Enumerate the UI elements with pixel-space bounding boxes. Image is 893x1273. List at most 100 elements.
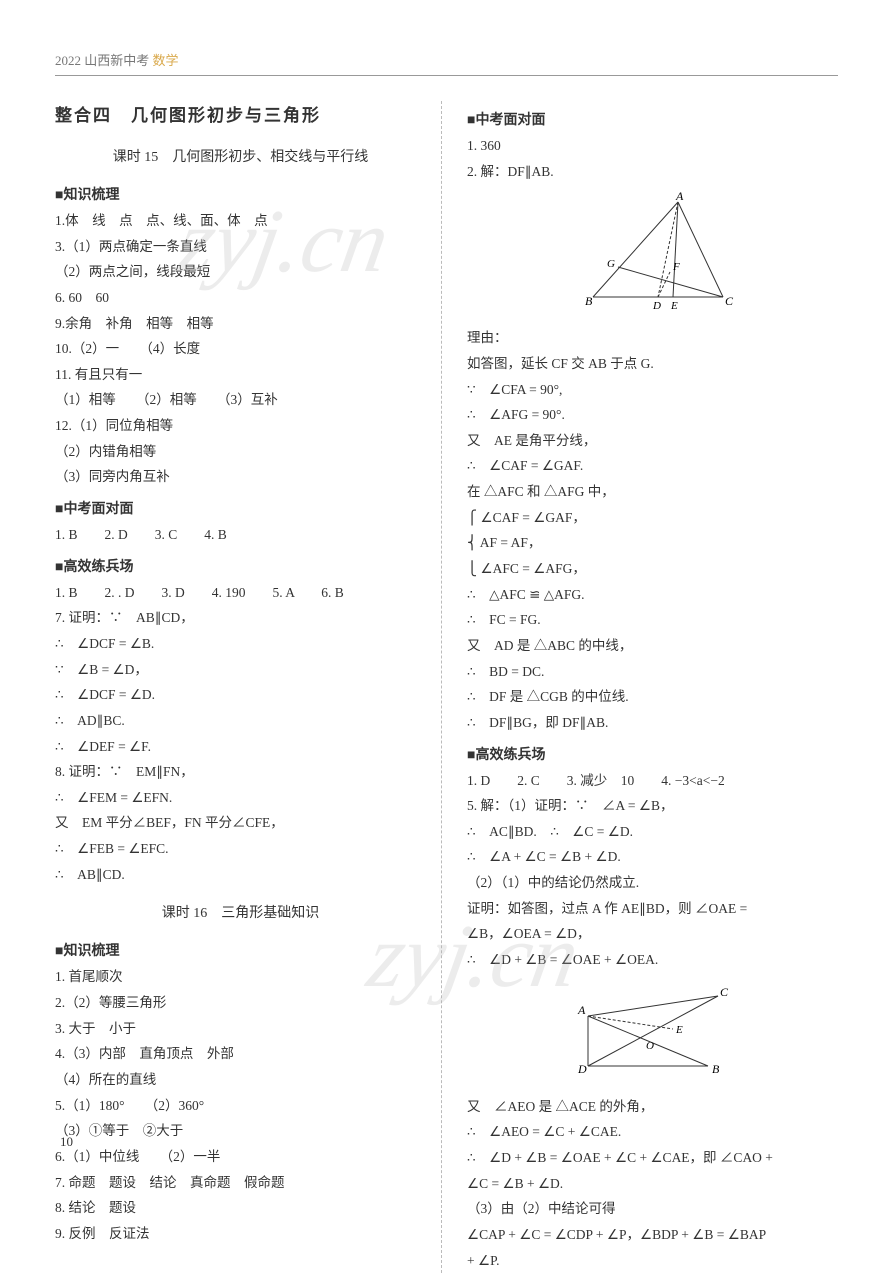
svg-text:B: B	[585, 294, 593, 308]
text-line: （3）同旁内角互补	[55, 464, 426, 490]
block-title: ■中考面对面	[55, 498, 426, 518]
text-line: （1）相等 （2）相等 （3）互补	[55, 387, 426, 413]
text-line: （3）由（2）中结论可得	[467, 1196, 838, 1222]
text-line: ∴ BD = DC.	[467, 659, 838, 685]
text-line: 5. 解：（1）证明：∵ ∠A = ∠B，	[467, 793, 838, 819]
block-title: ■高效练兵场	[55, 556, 426, 576]
header-year: 2022	[55, 53, 81, 68]
text-line: ∵ ∠CFA = 90°,	[467, 377, 838, 403]
text-line: ⎧ ∠CAF = ∠GAF，	[467, 505, 838, 531]
text-line: ∠B，∠OEA = ∠D，	[467, 921, 838, 947]
text-line: ∴ DF∥BG，即 DF∥AB.	[467, 710, 838, 736]
block-title: ■高效练兵场	[467, 744, 838, 764]
page-number: 10	[60, 1134, 73, 1150]
svg-text:O: O	[646, 1040, 654, 1052]
text-line: ∴ AD∥BC.	[55, 708, 426, 734]
text-line: ∠C = ∠B + ∠D.	[467, 1171, 838, 1197]
text-line: 7. 证明：∵ AB∥CD，	[55, 605, 426, 631]
svg-text:C: C	[720, 985, 729, 999]
text-line: （2）两点之间，线段最短	[55, 259, 426, 285]
text-line: 又 AD 是 △ABC 的中线，	[467, 633, 838, 659]
text-line: ∴ ∠FEM = ∠EFN.	[55, 785, 426, 811]
text-line: （2）内错角相等	[55, 439, 426, 465]
text-line: ∠CAP + ∠C = ∠CDP + ∠P，∠BDP + ∠B = ∠BAP	[467, 1222, 838, 1248]
text-line: 1.体 线 点 点、线、面、体 点	[55, 208, 426, 234]
text-line: 在 △AFC 和 △AFG 中，	[467, 479, 838, 505]
triangle-diagram-2: A B C D E O	[467, 981, 838, 1086]
triangle-diagram-1: A B C D E F G	[467, 192, 838, 317]
header-title: 山西新中考	[84, 53, 149, 68]
svg-text:E: E	[670, 300, 678, 312]
text-line: 3.（1）两点确定一条直线	[55, 234, 426, 260]
text-line: 10.（2）一 （4）长度	[55, 336, 426, 362]
text-line: （2）（1）中的结论仍然成立.	[467, 870, 838, 896]
text-line: 12.（1）同位角相等	[55, 413, 426, 439]
text-line: （3）①等于 ②大于	[55, 1118, 426, 1144]
text-line: 8. 结论 题设	[55, 1195, 426, 1221]
text-line: ∴ ∠AFG = 90°.	[467, 402, 838, 428]
text-line: 7. 命题 题设 结论 真命题 假命题	[55, 1170, 426, 1196]
text-line: 9. 反例 反证法	[55, 1221, 426, 1247]
text-line: 又 AE 是角平分线，	[467, 428, 838, 454]
text-line: 又 ∠AEO 是 △ACE 的外角，	[467, 1094, 838, 1120]
svg-text:F: F	[672, 261, 680, 273]
text-line: 如答图，延长 CF 交 AB 于点 G.	[467, 351, 838, 377]
block-title: ■知识梳理	[55, 940, 426, 960]
text-line: 9.余角 补角 相等 相等	[55, 311, 426, 337]
text-line: ∴ AC∥BD. ∴ ∠C = ∠D.	[467, 819, 838, 845]
section-title: 整合四 几何图形初步与三角形	[55, 101, 426, 126]
page-header: 2022 山西新中考 数学	[55, 50, 838, 76]
block-title: ■知识梳理	[55, 184, 426, 204]
svg-text:A: A	[675, 192, 684, 203]
text-line: ∴ ∠D + ∠B = ∠OAE + ∠OEA.	[467, 947, 838, 973]
svg-text:D: D	[577, 1062, 587, 1076]
lesson-title-15: 课时 15 几何图形初步、相交线与平行线	[55, 146, 426, 166]
header-subject: 数学	[153, 53, 179, 68]
text-line: 8. 证明：∵ EM∥FN，	[55, 759, 426, 785]
text-line: ∴ ∠AEO = ∠C + ∠CAE.	[467, 1119, 838, 1145]
text-line: 2.（2）等腰三角形	[55, 990, 426, 1016]
left-column: 整合四 几何图形初步与三角形 课时 15 几何图形初步、相交线与平行线 ■知识梳…	[55, 101, 442, 1273]
text-line: 3. 大于 小于	[55, 1016, 426, 1042]
text-line: 4.（3）内部 直角顶点 外部	[55, 1041, 426, 1067]
text-line: ∴ FC = FG.	[467, 607, 838, 633]
text-line: （4）所在的直线	[55, 1067, 426, 1093]
text-line: 又 EM 平分∠BEF，FN 平分∠CFE，	[55, 810, 426, 836]
text-line: 2. 解：DF∥AB.	[467, 159, 838, 185]
text-line: ∴ DF 是 △CGB 的中位线.	[467, 684, 838, 710]
text-line: ∴ △AFC ≌ △AFG.	[467, 582, 838, 608]
text-line: ∵ ∠B = ∠D，	[55, 657, 426, 683]
text-line: ∴ ∠A + ∠C = ∠B + ∠D.	[467, 844, 838, 870]
svg-text:C: C	[725, 294, 734, 308]
svg-text:E: E	[675, 1024, 683, 1036]
text-line: 理由：	[467, 325, 838, 351]
text-line: ∴ AB∥CD.	[55, 862, 426, 888]
content-columns: 整合四 几何图形初步与三角形 课时 15 几何图形初步、相交线与平行线 ■知识梳…	[55, 101, 838, 1273]
text-line: 11. 有且只有一	[55, 362, 426, 388]
text-line: 1. 360	[467, 133, 838, 159]
right-column: ■中考面对面 1. 360 2. 解：DF∥AB. A B C D E F G …	[462, 101, 838, 1273]
svg-text:B: B	[712, 1062, 720, 1076]
text-line: 证明：如答图，过点 A 作 AE∥BD，则 ∠OAE =	[467, 896, 838, 922]
text-line: ∴ ∠CAF = ∠GAF.	[467, 453, 838, 479]
text-line: ∴ ∠DCF = ∠B.	[55, 631, 426, 657]
text-line: ∴ ∠DEF = ∠F.	[55, 734, 426, 760]
text-line: + ∠P.	[467, 1248, 838, 1273]
text-line: 5.（1）180° （2）360°	[55, 1093, 426, 1119]
text-line: ⎩ ∠AFC = ∠AFG，	[467, 556, 838, 582]
text-line: 1. B 2. D 3. C 4. B	[55, 522, 426, 548]
text-line: ∴ ∠DCF = ∠D.	[55, 682, 426, 708]
text-line: ∴ ∠FEB = ∠EFC.	[55, 836, 426, 862]
text-line: 6.（1）中位线 （2）一半	[55, 1144, 426, 1170]
lesson-title-16: 课时 16 三角形基础知识	[55, 902, 426, 922]
svg-text:A: A	[577, 1003, 586, 1017]
text-line: 6. 60 60	[55, 285, 426, 311]
svg-text:D: D	[652, 300, 661, 312]
text-line: ∴ ∠D + ∠B = ∠OAE + ∠C + ∠CAE，即 ∠CAO +	[467, 1145, 838, 1171]
text-line: ⎨ AF = AF，	[467, 530, 838, 556]
svg-text:G: G	[607, 258, 615, 270]
text-line: 1. D 2. C 3. 减少 10 4. −3<a<−2	[467, 768, 838, 794]
text-line: 1. B 2. . D 3. D 4. 190 5. A 6. B	[55, 580, 426, 606]
text-line: 1. 首尾顺次	[55, 964, 426, 990]
block-title: ■中考面对面	[467, 109, 838, 129]
